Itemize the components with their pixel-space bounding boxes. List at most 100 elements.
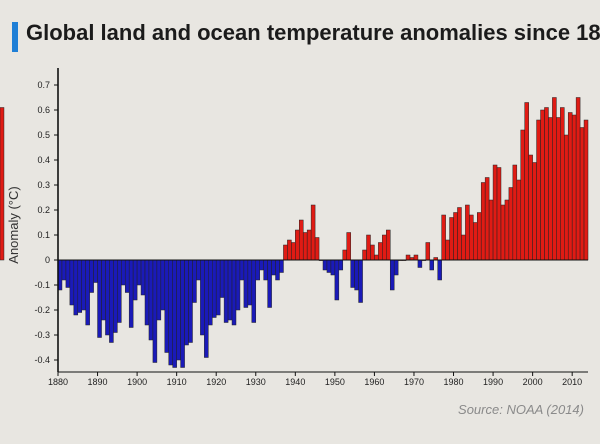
bar-1947 <box>322 259 328 271</box>
bar-1999 <box>528 154 533 261</box>
bar-1938 <box>287 239 292 261</box>
y-tick-label: 0.2 <box>37 205 50 215</box>
bar-1909 <box>172 259 177 368</box>
bar-1884 <box>73 259 79 316</box>
axes-group: 0.7 0.6 0.5 0.4 0.3 0.2 0.1 0 -0.1 -0.2 -0.3 -0.4 18… <box>34 68 588 387</box>
bar-1917 <box>204 259 209 358</box>
bar-1905 <box>156 259 162 321</box>
bar-1929 <box>251 259 257 323</box>
bar-1908 <box>168 259 173 366</box>
bar-1996 <box>516 179 522 261</box>
bar-1895 <box>117 259 122 323</box>
x-tick-label: 1910 <box>167 377 187 387</box>
bar-1923 <box>227 259 233 321</box>
bar-1934 <box>271 259 276 276</box>
bar-1897 <box>124 259 130 293</box>
bar-1887 <box>85 259 90 326</box>
bar-1933 <box>267 259 272 308</box>
bar-1976 <box>437 259 442 281</box>
bar-1892 <box>105 259 110 336</box>
bar-1896 <box>121 259 126 286</box>
bar-1939 <box>291 242 296 261</box>
bar-1937 <box>283 244 288 261</box>
bar-2012 <box>579 127 585 261</box>
y-tick-label: -0.1 <box>34 280 50 290</box>
y-tick-label: 0.5 <box>37 130 50 140</box>
bar-1920 <box>215 259 221 316</box>
x-tick-label: 1940 <box>285 377 305 387</box>
bar-2008 <box>564 134 569 261</box>
bar-1906 <box>160 259 166 311</box>
bar-1914 <box>192 259 197 303</box>
bar-1957 <box>362 249 367 261</box>
x-tick-label: 1990 <box>483 377 503 387</box>
bar-1945 <box>314 237 320 261</box>
bar-1978 <box>445 239 450 261</box>
x-tick-label: 1900 <box>127 377 147 387</box>
bar-1959 <box>370 244 375 261</box>
bar-1915 <box>196 259 201 281</box>
bar-2011 <box>575 97 581 261</box>
bar-1902 <box>144 259 150 326</box>
y-tick-label: 0.7 <box>37 80 50 90</box>
y-tick-label: 0 <box>45 255 50 265</box>
bar-2007 <box>560 107 565 261</box>
bar-1958 <box>366 234 371 261</box>
bar-1901 <box>140 259 146 296</box>
bar-1979 <box>449 217 454 261</box>
bar-1954 <box>350 259 355 288</box>
bar-1997 <box>520 129 525 261</box>
bar-1928 <box>247 259 253 306</box>
bar-1913 <box>188 259 193 343</box>
bar-1948 <box>326 259 332 273</box>
bar-2003 <box>544 107 549 261</box>
bar-2013 <box>583 119 589 261</box>
bar-1885 <box>77 259 82 313</box>
bar-1900 <box>136 259 142 286</box>
bar-1977 <box>441 214 446 261</box>
bar-1893 <box>109 259 114 343</box>
bar-1952 <box>342 249 347 261</box>
x-tick-label: 1890 <box>88 377 108 387</box>
bar-1916 <box>200 259 205 336</box>
bar-1898 <box>128 259 134 328</box>
chart-title: Global land and ocean temperature anomal… <box>26 20 600 45</box>
bar-1924 <box>231 259 237 326</box>
y-tick-label: 0.6 <box>37 105 50 115</box>
title-accent-bar <box>12 22 18 52</box>
bar-1910 <box>176 259 181 361</box>
bar-1971 <box>417 259 423 268</box>
bar-1963 <box>386 229 391 261</box>
bar-1950 <box>334 259 340 301</box>
bar-1888 <box>89 259 94 293</box>
bar-1968 <box>405 254 411 261</box>
bar-1891 <box>101 259 106 321</box>
bar-2004 <box>548 117 553 261</box>
y-tick-label: 0.1 <box>37 230 50 240</box>
bar-1960 <box>374 254 379 261</box>
bar-1982 <box>461 234 466 261</box>
bar-1912 <box>184 259 189 346</box>
x-tick-label: 1980 <box>444 377 464 387</box>
bar-1926 <box>239 259 245 281</box>
x-tick-label: 1970 <box>404 377 424 387</box>
bar-1927 <box>243 259 249 308</box>
bar-1911 <box>180 259 185 368</box>
bar-1941 <box>299 219 304 261</box>
x-tick-label: 2010 <box>562 377 582 387</box>
bar-1919 <box>212 259 217 318</box>
bar-1973 <box>425 242 431 261</box>
bar-1983 <box>465 204 470 261</box>
x-tick-label: 1880 <box>48 377 68 387</box>
bar-1883 <box>69 259 75 306</box>
bar-1894 <box>113 259 118 333</box>
bar-1944 <box>310 204 316 261</box>
bar-1936 <box>279 259 284 273</box>
bar-1988 <box>484 177 490 261</box>
bar-2009 <box>567 112 573 261</box>
bar-1921 <box>219 259 225 298</box>
bar-1965 <box>393 259 399 276</box>
bar-1981 <box>457 207 462 261</box>
y-tick-label: -0.2 <box>34 305 50 315</box>
